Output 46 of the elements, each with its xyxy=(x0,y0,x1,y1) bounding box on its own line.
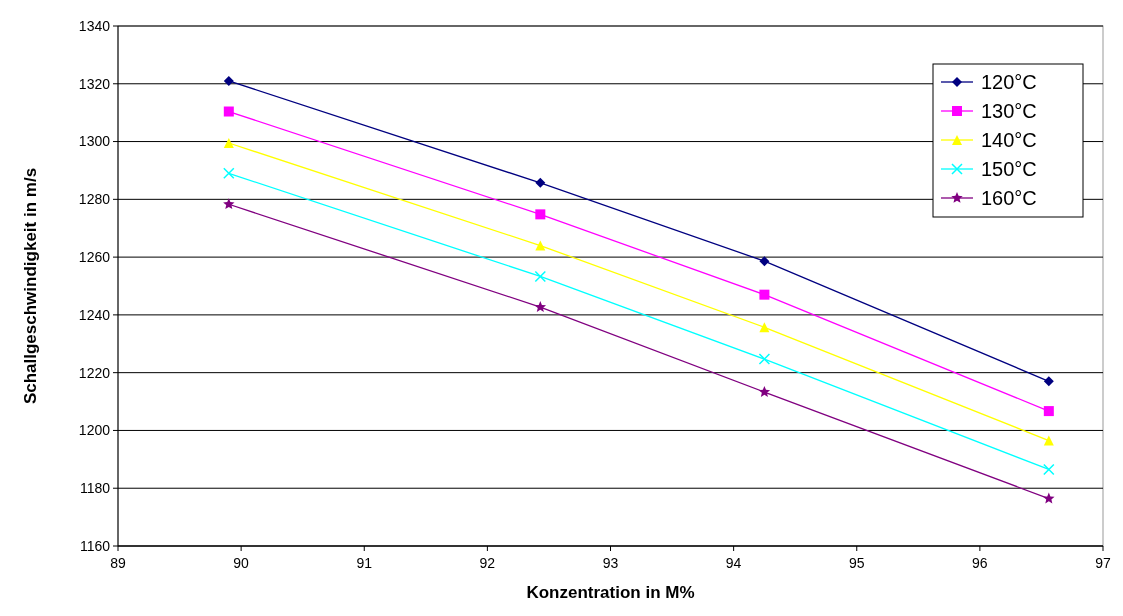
point xyxy=(1043,406,1054,417)
legend-label: 130°C xyxy=(981,100,1037,122)
y-tick-label: 1180 xyxy=(79,480,111,497)
y-tick-label: 1260 xyxy=(78,249,111,266)
point xyxy=(535,177,546,188)
y-tick-label: 1300 xyxy=(78,133,111,150)
point xyxy=(223,167,235,180)
y-tick-label: 1240 xyxy=(78,306,111,323)
x-tick-label: 94 xyxy=(725,555,742,571)
legend-label: 140°C xyxy=(981,129,1037,151)
x-tick-label: 89 xyxy=(110,555,126,571)
x-tick-label: 97 xyxy=(1095,555,1111,571)
y-tick-label: 1320 xyxy=(78,75,111,92)
point xyxy=(223,75,234,86)
point xyxy=(758,353,771,365)
point xyxy=(758,386,771,397)
point xyxy=(759,256,770,267)
point xyxy=(223,106,234,117)
legend-label: 120°C xyxy=(981,71,1037,93)
x-tick-label: 95 xyxy=(848,555,865,571)
y-tick-label: 1340 xyxy=(78,17,111,34)
y-tick-label: 1160 xyxy=(79,537,111,554)
legend-label: 150°C xyxy=(981,158,1037,180)
point xyxy=(759,289,770,300)
x-tick-label: 93 xyxy=(602,555,619,571)
x-tick-label: 96 xyxy=(972,555,988,571)
y-axis-title: Schallgeschwindigkeit in m/s xyxy=(21,167,40,405)
x-tick-label: 91 xyxy=(356,555,373,571)
point xyxy=(535,240,546,251)
point xyxy=(535,209,546,220)
x-tick-label: 92 xyxy=(479,555,496,571)
y-tick-label: 1280 xyxy=(78,191,111,208)
x-axis-title: Konzentration in M% xyxy=(526,583,695,602)
point xyxy=(534,301,547,312)
point xyxy=(1043,492,1055,504)
y-tick-label: 1220 xyxy=(78,364,111,381)
legend-label: 160°C xyxy=(981,187,1037,209)
point xyxy=(223,198,235,210)
point xyxy=(1043,463,1055,476)
point xyxy=(534,270,547,283)
point xyxy=(1043,376,1054,387)
point xyxy=(1043,435,1054,446)
point xyxy=(223,138,234,148)
point xyxy=(759,322,770,333)
x-tick-label: 90 xyxy=(233,555,250,571)
y-tick-label: 1200 xyxy=(78,422,111,439)
